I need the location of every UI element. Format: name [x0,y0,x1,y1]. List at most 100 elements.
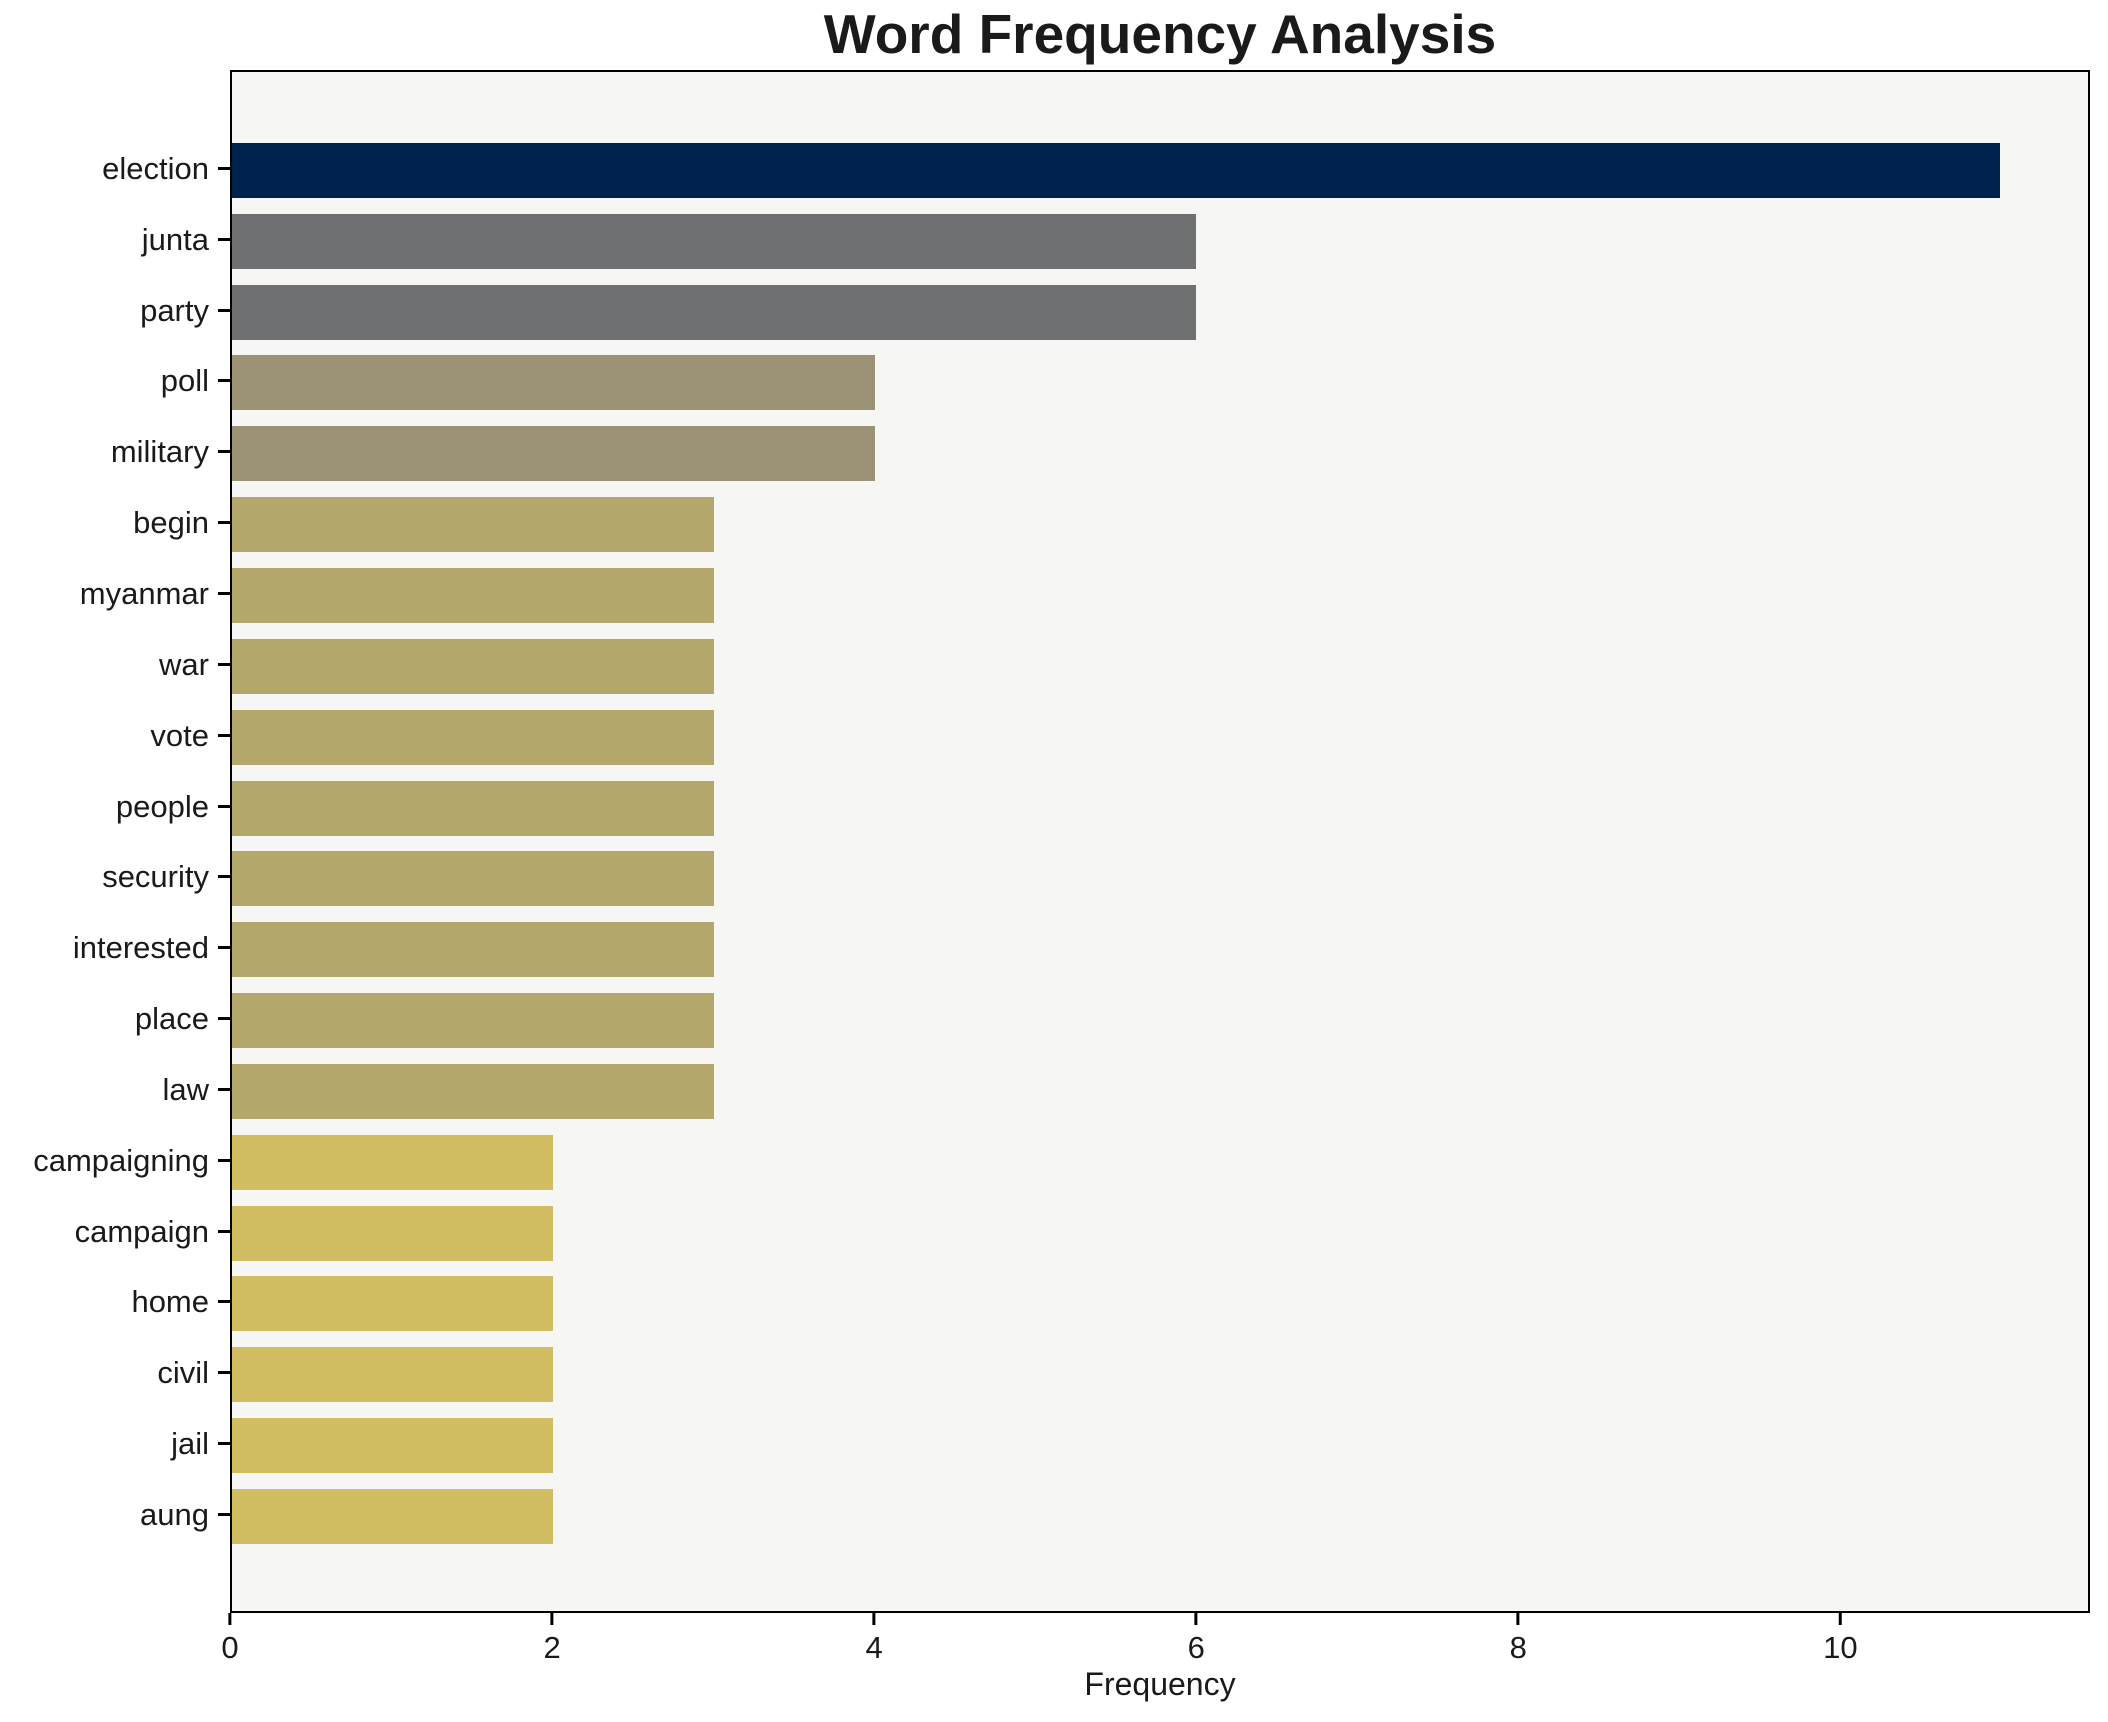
x-tick-2: 2 [543,1613,561,1665]
x-tick-8: 8 [1510,1613,1527,1663]
y-tick-mark [218,1371,230,1375]
bar-party [232,284,1197,340]
y-tick-mark [218,166,230,170]
y-label-war: war [159,646,209,682]
y-tick-mark [218,662,230,666]
bar-row [232,631,2088,702]
y-tick-mark [218,1229,230,1233]
bar-begin [232,497,715,553]
x-axis-label: Frequency [1084,1666,1236,1702]
y-label-row: campaigning [0,1125,230,1196]
y-label-row: party [0,275,230,346]
bar-civil [232,1347,554,1403]
x-tick-label: 10 [1823,1630,1858,1665]
y-tick-mark [218,946,230,950]
x-tick-4: 4 [866,1613,883,1663]
bar-place [232,993,715,1049]
bar-row [232,418,2088,489]
x-tick-label: 0 [221,1630,239,1665]
y-tick-mark [218,804,230,808]
y-tick-mark [218,591,230,595]
y-tick-mark [218,237,230,241]
y-tick-mark [218,308,230,312]
y-label-row: civil [0,1337,230,1408]
bar-campaigning [232,1134,554,1190]
y-tick-mark [218,521,230,525]
y-label-row: election [0,133,230,204]
bar-election [232,142,2000,198]
y-label-row: myanmar [0,558,230,629]
y-label-law: law [162,1071,209,1107]
y-tick-mark [218,875,230,879]
y-tick-mark [218,1017,230,1021]
bar-row [232,1269,2088,1340]
bar-row [232,702,2088,773]
y-label-election: election [102,150,209,186]
y-label-home: home [131,1284,209,1320]
bar-campaign [232,1205,554,1261]
bar-row [232,206,2088,277]
y-label-vote: vote [150,717,209,753]
x-tick-label: 6 [1187,1630,1205,1665]
chart-title: Word Frequency Analysis [823,3,1497,65]
bar-row [232,843,2088,914]
bar-row [232,1481,2088,1552]
bar-row [232,1339,2088,1410]
y-tick-mark [218,379,230,383]
y-label-party: party [140,292,209,328]
y-label-row: law [0,1054,230,1125]
x-tick-mark [1516,1613,1520,1625]
x-tick-0: 0 [221,1613,239,1665]
y-label-row: begin [0,487,230,558]
x-tick-mark [1838,1613,1842,1625]
bar-vote [232,709,715,765]
y-label-row: place [0,983,230,1054]
x-tick-label: 2 [543,1630,561,1665]
bar-war [232,638,715,694]
plot-area [230,70,2090,1613]
x-tick-mark [550,1613,554,1625]
y-label-place: place [134,1001,209,1037]
bar-row [232,135,2088,206]
y-label-people: people [115,788,209,824]
y-label-row: jail [0,1408,230,1479]
bar-row [232,914,2088,985]
y-label-row: war [0,629,230,700]
y-label-row: military [0,416,230,487]
x-tick-6: 6 [1188,1613,1205,1663]
bar-jail [232,1418,554,1474]
y-label-row: security [0,841,230,912]
bar-people [232,780,715,836]
bar-junta [232,213,1197,269]
bar-interested [232,922,715,978]
y-label-row: campaign [0,1196,230,1267]
y-label-row: junta [0,204,230,275]
bar-row [232,985,2088,1056]
bar-poll [232,355,875,411]
bar-home [232,1276,554,1332]
y-label-military: military [110,434,209,470]
x-tick-label: 8 [1509,1630,1527,1665]
bar-row [232,489,2088,560]
y-label-row: aung [0,1479,230,1550]
x-tick-mark [872,1613,876,1625]
y-axis-labels: election junta party poll military begin myanm… [0,70,230,1613]
x-tick-mark [228,1613,232,1625]
y-label-campaigning: campaigning [33,1142,209,1178]
y-tick-mark [218,1158,230,1162]
y-label-campaign: campaign [74,1213,209,1249]
y-tick-mark [218,1087,230,1091]
y-tick-mark [218,1442,230,1446]
y-label-row: interested [0,912,230,983]
bars-container [232,72,2088,1611]
bar-row [232,348,2088,419]
y-label-aung: aung [140,1496,209,1532]
y-label-junta: junta [141,221,209,257]
y-tick-mark [218,733,230,737]
y-label-row: vote [0,700,230,771]
bar-row [232,277,2088,348]
y-label-row: people [0,771,230,842]
y-label-poll: poll [160,363,209,399]
bar-myanmar [232,567,715,623]
